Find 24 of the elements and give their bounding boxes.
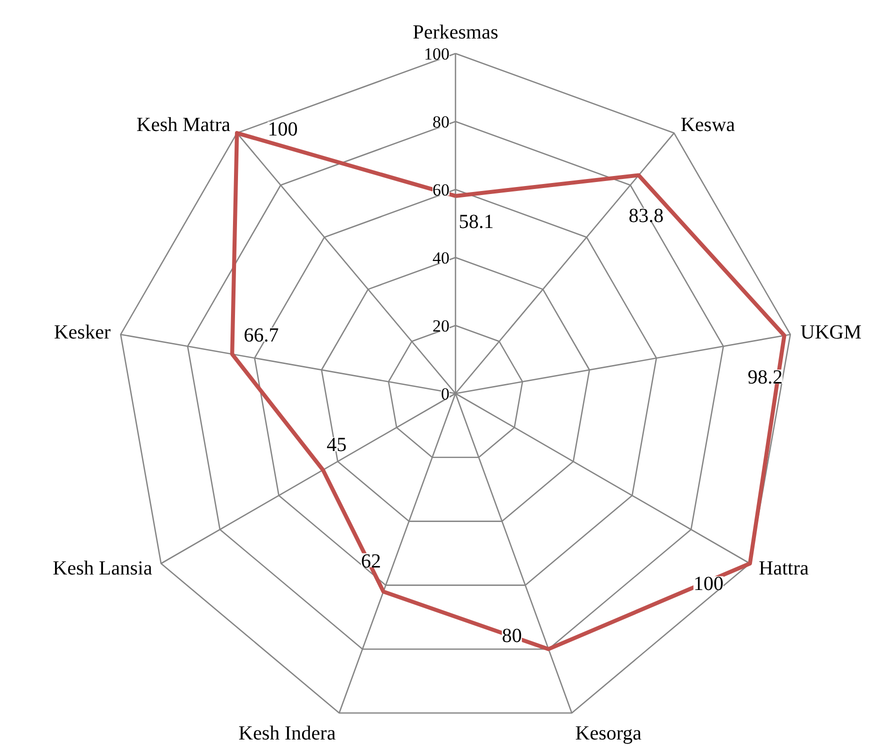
spoke-label: Keswa (680, 114, 736, 136)
spoke-label: Kesker (54, 322, 111, 344)
y-tick-label: 80 (432, 112, 450, 132)
data-label: 100 (268, 118, 298, 141)
y-tick-label: 100 (424, 44, 450, 64)
data-label: 100 (693, 573, 724, 596)
spoke-label: Kesorga (575, 722, 642, 745)
data-label: 62 (360, 550, 381, 572)
spoke-label: Kesh Lansia (52, 558, 152, 580)
spoke-label: Kesh Matra (136, 114, 231, 136)
spoke-label: Kesh Indera (238, 722, 336, 745)
data-label: 98.2 (748, 366, 783, 389)
data-label: 66.7 (244, 324, 279, 347)
data-label: 80 (502, 625, 522, 648)
spoke-label: UKGM (800, 322, 862, 344)
data-label: 58.1 (458, 211, 494, 234)
data-label: 83.8 (628, 205, 664, 227)
y-tick-label: 20 (432, 316, 450, 336)
y-tick-label: 40 (432, 248, 450, 268)
y-tick-label: 60 (432, 180, 450, 200)
data-label: 45 (326, 434, 347, 456)
y-tick-label: 0 (441, 384, 450, 404)
spoke-label: Hattra (758, 558, 809, 580)
spoke-label: Perkesmas (412, 21, 498, 44)
